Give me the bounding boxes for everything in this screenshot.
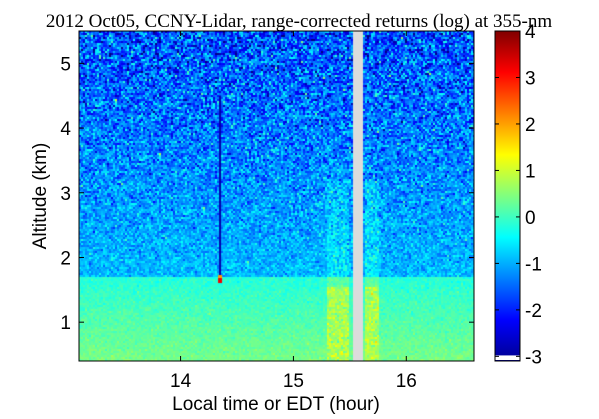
heatmap-plot [78, 30, 475, 362]
chart-title: 2012 Oct05, CCNY-Lidar, range-corrected … [46, 11, 552, 32]
y-axis-label: Altitude (km) [30, 143, 51, 250]
colorbar-tick-label: 0 [525, 208, 536, 229]
colorbar-tick-label: -2 [525, 301, 542, 322]
colorbar: -3 -2 -1 0 1 2 3 4 [494, 22, 542, 368]
colorbar-frame [494, 30, 521, 362]
x-axis-label: Local time or EDT (hour) [172, 394, 380, 415]
colorbar-tick-label: 1 [525, 161, 536, 182]
colorbar-missing-swatch [495, 355, 520, 360]
colorbar-tick-label: -3 [525, 347, 542, 368]
y-tick-label: 5 [60, 54, 71, 75]
x-tick-label: 14 [170, 371, 192, 392]
heatmap-canvas [79, 31, 474, 361]
colorbar-gradient [495, 31, 520, 361]
colorbar-tick-label: 3 [525, 68, 536, 89]
x-axis: 14 15 16 [170, 31, 417, 392]
plot-frame [78, 30, 475, 362]
y-tick-label: 2 [60, 248, 71, 269]
y-tick-label: 1 [60, 313, 71, 334]
colorbar-ticks: -3 -2 -1 0 1 2 3 4 [495, 22, 542, 368]
y-tick-label: 3 [60, 184, 71, 205]
colorbar-tick-label: -1 [525, 254, 542, 275]
y-axis: 1 2 3 4 5 [60, 54, 474, 334]
colorbar-tick-label: 4 [525, 22, 536, 43]
x-tick-label: 16 [396, 371, 417, 392]
x-tick-label: 15 [283, 371, 304, 392]
y-tick-label: 4 [60, 119, 71, 140]
colorbar-tick-label: 2 [525, 115, 536, 136]
